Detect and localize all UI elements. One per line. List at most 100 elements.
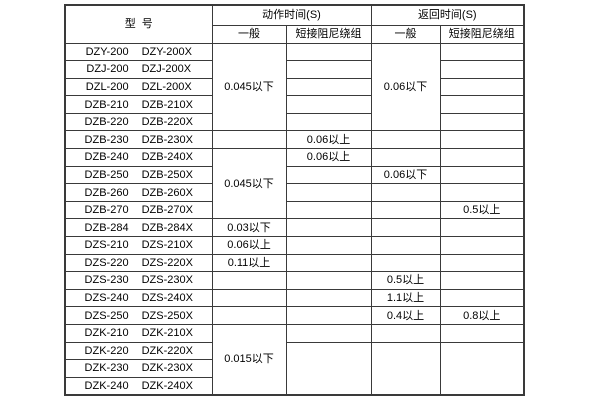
table-row: DZB-250 DZB-250X 0.06以下 (64, 165, 525, 185)
model-cell: DZB-240 DZB-240X (64, 148, 213, 167)
return-damping-cell (439, 95, 525, 114)
action-damping-cell (285, 288, 372, 308)
action-damping-cell (285, 95, 372, 114)
model-name: DZS-250 (84, 309, 129, 322)
model-name: DZL-200 (85, 80, 129, 93)
return-damping-cell (439, 341, 525, 396)
model-name: DZK-230 (84, 362, 129, 375)
return-general-cell: 0.06以下 (370, 165, 441, 185)
return-damping-cell (439, 77, 525, 97)
model-cell: DZK-210 DZK-210X (64, 324, 213, 343)
model-name: DZB-240 (84, 151, 129, 164)
model-name-x: DZY-200X (141, 45, 192, 58)
table-row: DZB-240 DZB-240X 0.045以下 0.06以上 (64, 148, 525, 220)
model-name: DZS-230 (84, 274, 129, 287)
model-name: DZK-210 (84, 327, 129, 340)
model-cell: DZS-210 DZS-210X (64, 236, 213, 255)
table-row: DZK-230 DZK-230X (64, 359, 524, 378)
model-name: DZB-270 (84, 204, 129, 217)
model-pair: DZS-210 DZS-210X (66, 239, 211, 252)
model-name-x: DZB-250X (141, 168, 193, 181)
model-cell: DZS-220 DZS-220X (64, 253, 213, 273)
table-row: DZK-210 DZK-210X 0.015以下 (64, 323, 525, 396)
return-damping-cell (439, 236, 525, 255)
model-pair: DZB-230 DZB-230X (66, 133, 211, 146)
action-general-cell (211, 130, 287, 150)
return-general-cell (370, 183, 441, 202)
column-header-action-general: 一般 (211, 24, 287, 44)
model-name: DZK-240 (84, 379, 129, 392)
return-general-cell (370, 253, 441, 273)
model-cell: DZB-250 DZB-250X (64, 165, 213, 185)
column-header-model: 型 号 (64, 4, 213, 44)
model-name-x: DZJ-200X (141, 63, 192, 76)
model-pair: DZK-210 DZK-210X (66, 327, 211, 340)
model-name-x: DZS-210X (141, 239, 193, 252)
action-general-cell (211, 271, 287, 290)
action-damping-cell (285, 271, 372, 290)
model-name-x: DZB-260X (141, 186, 193, 199)
return-damping-cell (439, 148, 525, 167)
return-general-cell: 0.4以上 (370, 306, 441, 325)
table-row: DZS-210 DZS-210X 0.06以上 (64, 236, 525, 255)
return-damping-cell (439, 130, 525, 150)
model-cell: DZK-230 DZK-230X (64, 359, 213, 378)
table-row: DZB-270 DZB-270X 0.5以上 (64, 200, 525, 220)
model-cell: DZS-250 DZS-250X (64, 306, 213, 325)
model-name-x: DZB-210X (141, 98, 193, 111)
model-name-x: DZB-220X (141, 116, 193, 129)
action-damping-cell (285, 77, 372, 97)
model-pair: DZB-240 DZB-240X (66, 151, 211, 164)
model-pair: DZS-250 DZS-250X (66, 309, 211, 322)
model-name-x: DZB-240X (141, 151, 193, 164)
model-pair: DZS-220 DZS-220X (66, 256, 211, 269)
model-pair: DZB-210 DZB-210X (66, 98, 211, 111)
model-name-x: DZB-284X (141, 221, 193, 234)
return-damping-cell (439, 165, 525, 185)
model-name: DZB-230 (84, 133, 129, 146)
return-general-cell: 0.06以下 (370, 42, 441, 132)
action-general-cell: 0.015以下 (211, 323, 287, 396)
model-cell: DZB-260 DZB-260X (64, 183, 213, 202)
table-row: DZB-260 DZB-260X (64, 183, 525, 202)
return-damping-cell (439, 112, 525, 132)
model-cell: DZB-230 DZB-230X (64, 130, 213, 150)
model-name-x: DZS-220X (141, 256, 193, 269)
model-name-x: DZB-230X (141, 133, 193, 146)
header-group-row: 型 号 动作时间(S) 返回时间(S) (64, 4, 525, 44)
model-name-x: DZB-270X (141, 204, 193, 217)
model-name: DZS-210 (84, 239, 129, 252)
model-cell: DZY-200 DZY-200X (64, 42, 213, 62)
model-cell: DZJ-200 DZJ-200X (64, 60, 213, 79)
model-cell: DZK-240 DZK-240X (64, 376, 213, 396)
column-header-action-damping: 短接阻尼绕组 (285, 24, 372, 44)
column-group-action-time: 动作时间(S) (211, 4, 372, 26)
model-pair: DZB-284 DZB-284X (66, 221, 211, 234)
return-general-cell: 1.1以上 (370, 288, 441, 308)
model-pair: DZB-250 DZB-250X (66, 168, 211, 181)
action-general-cell: 0.03以下 (211, 218, 287, 238)
action-damping-cell (285, 42, 372, 62)
return-damping-cell: 0.8以上 (439, 306, 525, 325)
table-row: DZS-230 DZS-230X 0.5以上 (64, 271, 525, 290)
action-general-cell (211, 306, 287, 325)
return-general-cell (370, 324, 441, 343)
action-general-cell: 0.06以上 (211, 236, 287, 255)
table-row: DZL-200 DZL-200X (64, 77, 525, 97)
return-general-cell (370, 130, 441, 150)
column-header-return-general: 一般 (370, 24, 441, 44)
model-name-x: DZK-240X (141, 379, 193, 392)
table-row: DZB-220 DZB-220X (64, 112, 525, 132)
model-name-x: DZK-220X (141, 344, 193, 357)
model-name: DZB-220 (84, 116, 129, 129)
model-pair: DZK-240 DZK-240X (66, 379, 211, 392)
return-general-cell (370, 218, 441, 238)
return-damping-cell (439, 60, 525, 79)
model-name: DZB-284 (84, 221, 129, 234)
return-general-cell (370, 341, 441, 396)
return-general-cell (370, 236, 441, 255)
action-damping-cell (285, 236, 372, 255)
action-general-cell: 0.045以下 (211, 42, 287, 132)
column-group-return-time: 返回时间(S) (370, 4, 525, 26)
